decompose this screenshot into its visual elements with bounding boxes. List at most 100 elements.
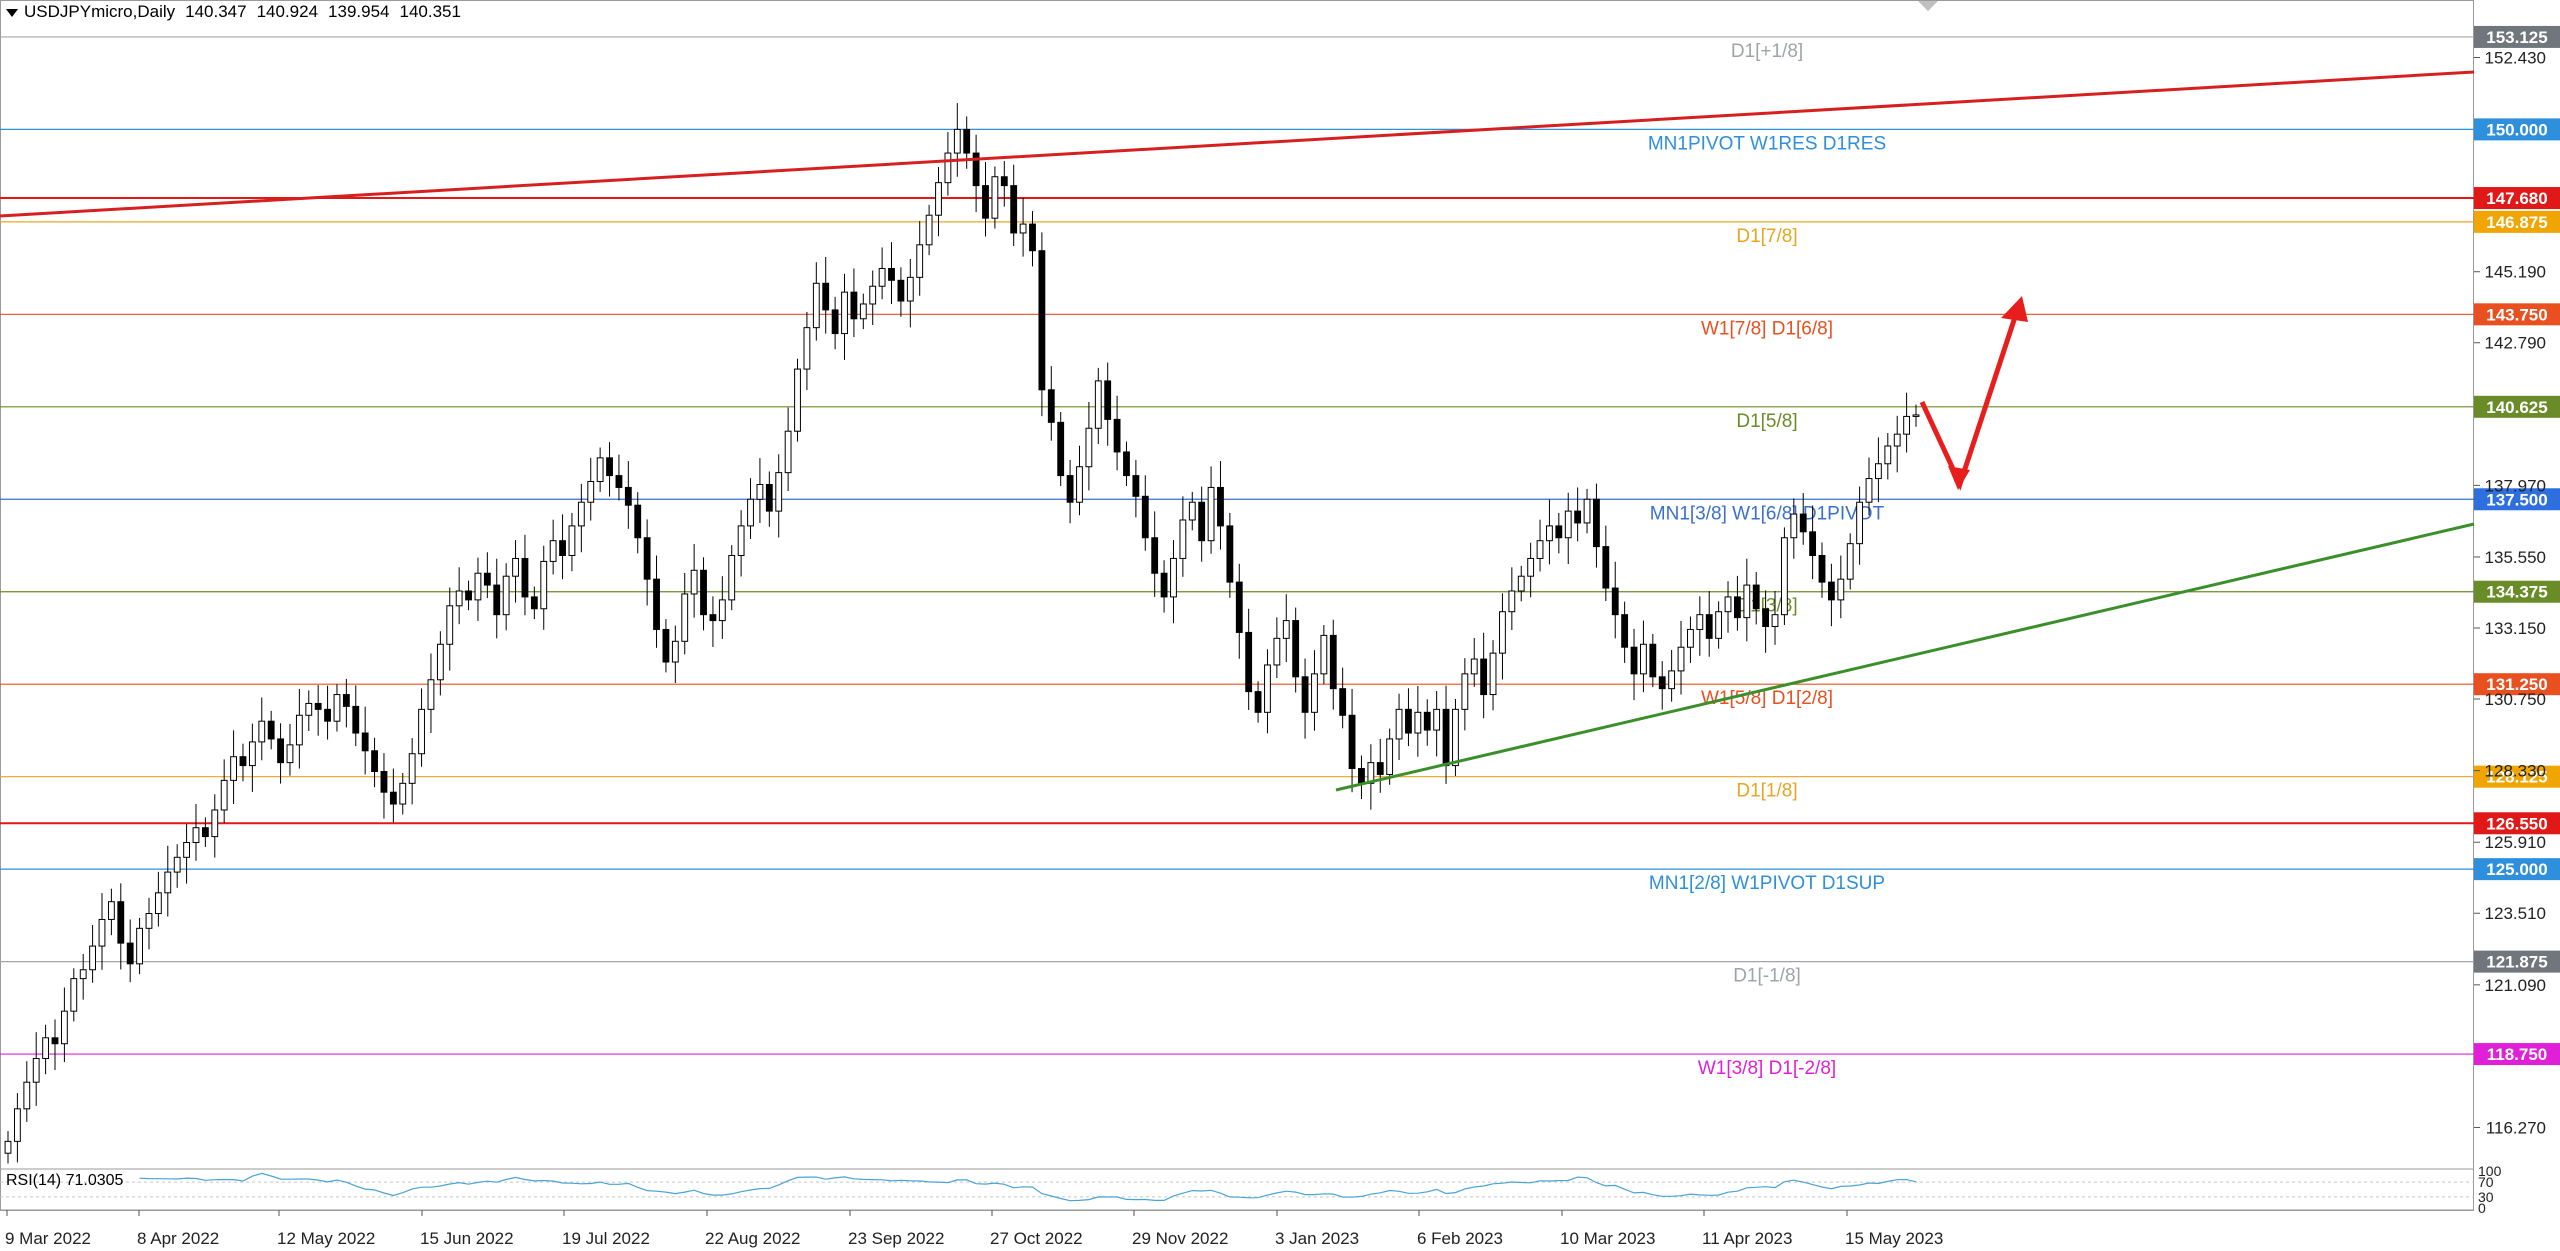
candle-body	[718, 599, 726, 622]
candle-132	[1245, 608, 1253, 710]
candle-195	[1837, 555, 1845, 619]
candle-body	[399, 782, 407, 805]
price-tag-bg	[2474, 1043, 2560, 1066]
collapse-triangle-icon[interactable]	[6, 8, 18, 17]
candle-body	[1057, 421, 1065, 477]
candle-body	[1452, 708, 1459, 767]
price-tag-text: 147.680	[2486, 189, 2547, 208]
candle-197	[1856, 486, 1864, 565]
candle-body	[1010, 185, 1018, 234]
candle-48	[455, 567, 463, 625]
projection-arrow	[1919, 296, 2028, 491]
price-tag-bg	[2474, 303, 2560, 326]
level-label: D1[-1/8]	[1733, 966, 1801, 987]
candle-78	[737, 510, 745, 577]
level-label: MN1PIVOT W1RES D1RES	[1648, 133, 1886, 154]
level-line-10: 126.550	[0, 812, 2560, 835]
price-tag-text: 140.625	[2486, 398, 2547, 417]
level-line-1: MN1PIVOT W1RES D1RES 150.000	[0, 118, 2560, 154]
candle-38	[361, 706, 369, 775]
candle-body	[1245, 631, 1253, 693]
candle-body	[1771, 614, 1779, 628]
candle-77	[728, 545, 736, 611]
price-tag-bg	[2474, 580, 2560, 603]
candle-body	[1320, 634, 1328, 675]
candle-body	[1339, 688, 1347, 716]
candle-body	[1856, 501, 1864, 545]
candle-88	[831, 296, 839, 350]
candle-189	[1781, 527, 1788, 626]
candle-35	[333, 684, 341, 732]
candle-33	[314, 685, 322, 736]
candle-body	[850, 291, 858, 320]
candle-body	[1564, 510, 1572, 539]
candle-185	[1743, 558, 1751, 642]
level-label: MN1[2/8] W1PIVOT D1SUP	[1649, 873, 1885, 894]
candle-169	[1593, 483, 1600, 568]
candle-body	[568, 525, 576, 556]
candle-body	[831, 309, 839, 335]
candle-body	[483, 572, 491, 586]
candle-20	[192, 804, 200, 861]
candle-body	[1179, 519, 1187, 559]
candle-body	[1470, 658, 1478, 675]
candle-body	[474, 572, 482, 601]
candle-123	[1160, 560, 1168, 613]
candle-body	[982, 185, 989, 219]
candle-14	[136, 917, 143, 975]
candle-body	[1226, 525, 1234, 583]
candle-165	[1555, 512, 1563, 554]
candle-body	[559, 540, 566, 556]
candle-body	[1480, 658, 1488, 696]
candle-body	[1809, 531, 1817, 556]
candle-body	[1207, 486, 1215, 542]
level-line-6: MN1[3/8] W1[6/8] D1PIVOT 137.500	[0, 488, 2560, 524]
candle-body	[812, 282, 820, 329]
candle-body	[803, 327, 811, 370]
candle-133	[1254, 681, 1262, 723]
arrow-path	[1919, 307, 2021, 491]
rsi-label: RSI(14) 71.0305	[6, 1172, 124, 1189]
candle-body	[436, 643, 444, 681]
level-line-8: W1[5/8] D1[2/8] 131.250	[0, 673, 2560, 709]
candle-body	[79, 969, 87, 980]
price-tag-bg	[2474, 187, 2560, 210]
candle-body	[1508, 590, 1516, 613]
candle-body	[51, 1037, 59, 1045]
candle-body	[145, 913, 153, 929]
candle-body	[502, 575, 510, 616]
candle-body	[1076, 466, 1083, 503]
candle-body	[60, 1010, 68, 1045]
rsi-line	[139, 1172, 1917, 1202]
candle-60	[568, 512, 576, 572]
candle-11	[107, 888, 115, 936]
price-tag-bg	[2474, 210, 2560, 233]
candle-94	[888, 242, 895, 304]
x-tick-label-3: 15 Jun 2022	[420, 1229, 514, 1248]
candle-body	[154, 892, 162, 915]
candle-186	[1752, 572, 1760, 625]
close-value: 140.351	[399, 2, 461, 21]
candle-181	[1705, 591, 1713, 657]
candle-63	[596, 447, 604, 492]
candle-12	[117, 883, 125, 970]
candle-192	[1809, 505, 1817, 580]
candle-body	[42, 1037, 50, 1060]
candle-body	[1734, 596, 1741, 619]
level-line-0: D1[+1/8] 153.125	[0, 25, 2560, 62]
candle-34	[324, 685, 331, 740]
candle-body	[906, 276, 914, 302]
candle-108	[1019, 197, 1027, 257]
candle-body	[1386, 738, 1394, 775]
candle-3	[32, 1032, 40, 1106]
level-line-5: D1[5/8] 140.625	[0, 395, 2560, 432]
candle-body	[286, 744, 294, 764]
candle-body	[305, 702, 313, 716]
candle-13	[126, 919, 134, 983]
candle-161	[1517, 565, 1525, 602]
price-tag-bg	[2474, 488, 2560, 511]
candle-body	[1574, 510, 1582, 524]
candle-19	[183, 824, 190, 884]
candle-body	[13, 1108, 21, 1142]
